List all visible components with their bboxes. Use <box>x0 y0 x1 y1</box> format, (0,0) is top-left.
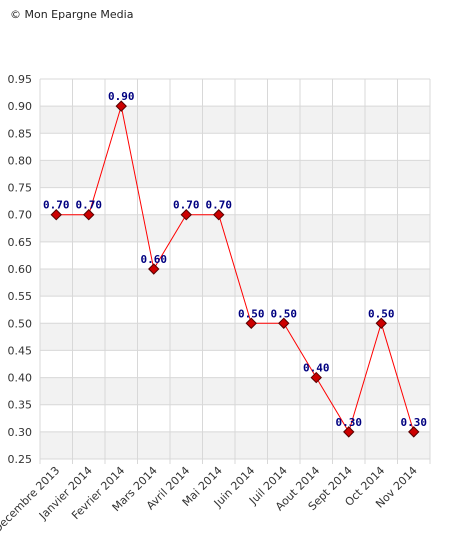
y-tick-label: 0.65 <box>8 236 33 249</box>
data-point-marker <box>115 100 127 112</box>
series-markers <box>50 100 420 438</box>
data-label: 0.60 <box>141 253 168 266</box>
y-tick-label: 0.40 <box>8 372 33 385</box>
data-label: 0.50 <box>368 307 395 320</box>
y-tick-label: 0.55 <box>8 290 33 303</box>
data-label: 0.40 <box>303 362 330 375</box>
y-tick-label: 0.80 <box>8 154 33 167</box>
y-tick-label: 0.85 <box>8 127 33 140</box>
credit-text: © Mon Epargne Media <box>10 8 134 21</box>
data-label: 0.50 <box>271 307 298 320</box>
data-point-marker <box>50 209 62 221</box>
y-axis-ticks: 0.95 0.90 0.85 0.80 0.75 0.70 0.65 0.60 0.55 0.50… <box>8 73 33 466</box>
data-point-marker <box>278 317 290 329</box>
y-tick-label: 0.95 <box>8 73 33 86</box>
y-tick-label: 0.60 <box>8 263 33 276</box>
y-tick-label: 0.75 <box>8 182 33 195</box>
grid-lines <box>39 78 431 464</box>
data-point-marker <box>83 209 95 221</box>
data-point-marker <box>343 426 355 438</box>
data-point-marker <box>408 426 420 438</box>
y-tick-label: 0.30 <box>8 426 33 439</box>
y-tick-label: 0.50 <box>8 317 33 330</box>
data-label: 0.70 <box>76 199 103 212</box>
series-line <box>56 105 415 434</box>
data-point-marker <box>148 263 160 275</box>
data-label: 0.30 <box>336 416 363 429</box>
y-tick-label: 0.25 <box>8 453 33 466</box>
y-tick-label: 0.45 <box>8 344 33 357</box>
y-tick-label: 0.35 <box>8 399 33 412</box>
data-point-marker <box>245 317 257 329</box>
data-label: 0.30 <box>401 416 428 429</box>
data-label: 0.90 <box>108 90 135 103</box>
y-tick-label: 0.70 <box>8 209 33 222</box>
data-point-marker <box>310 371 322 384</box>
data-label: 0.70 <box>206 199 233 212</box>
data-point-marker <box>180 209 192 221</box>
data-label: 0.70 <box>43 199 70 212</box>
y-tick-label: 0.90 <box>8 100 33 113</box>
data-label: 0.70 <box>173 199 200 212</box>
data-point-marker <box>375 317 387 329</box>
data-point-marker <box>213 209 225 221</box>
data-label: 0.50 <box>238 307 265 320</box>
data-labels: 0.70 0.70 0.90 0.60 0.70 0.70 0.50 0.50 0.40 0.30… <box>43 90 427 429</box>
